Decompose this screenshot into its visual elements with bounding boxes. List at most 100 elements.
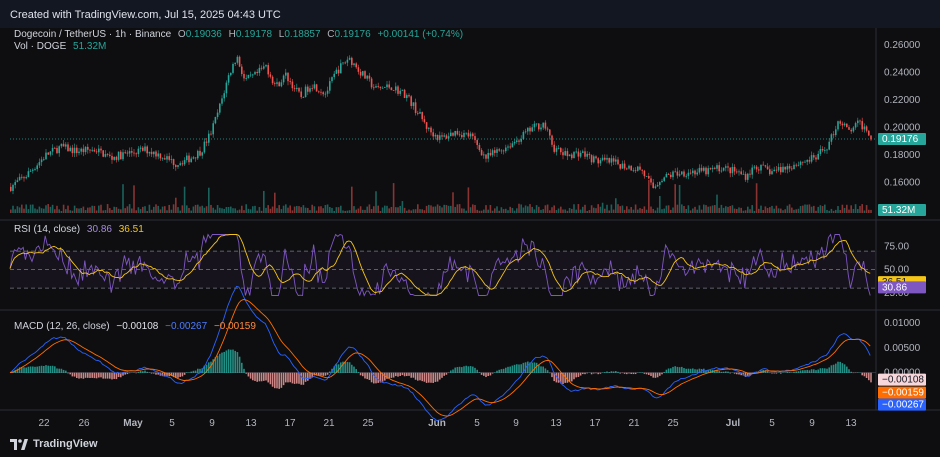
volume-bar xyxy=(843,207,846,213)
volume-bar xyxy=(241,205,243,213)
candle-body xyxy=(641,169,643,171)
macd-hist-bar xyxy=(802,370,804,373)
macd-signal-tag: −0.00159 xyxy=(882,388,924,399)
volume-bar xyxy=(181,205,184,213)
macd-hist-bar xyxy=(667,368,670,373)
time-tick-label: 22 xyxy=(38,418,50,429)
candle-body xyxy=(584,151,586,157)
candle-body xyxy=(485,154,487,159)
volume-bar xyxy=(45,205,47,213)
volume-bar xyxy=(34,208,36,213)
candle-body xyxy=(538,123,540,130)
candle-body xyxy=(51,147,54,152)
volume-bar xyxy=(837,206,839,213)
candle-body xyxy=(443,135,445,137)
volume-bar xyxy=(813,205,815,213)
candle-body xyxy=(175,165,177,167)
time-tick-label: 5 xyxy=(474,418,480,429)
candle-body xyxy=(106,154,109,155)
volume-bar xyxy=(485,205,487,213)
volume-bar xyxy=(672,207,674,213)
macd-hist-bar xyxy=(181,372,184,377)
macd-hist-bar xyxy=(557,372,560,383)
volume-bar xyxy=(639,208,641,213)
symbol-label[interactable]: Dogecoin / TetherUS · 1h · Binance xyxy=(14,29,172,40)
volume-legend[interactable]: Vol · DOGE 51.32M xyxy=(14,41,110,52)
volume-bar xyxy=(802,205,804,213)
macd-legend[interactable]: MACD (12, 26, close) −0.00108 −0.00267 −… xyxy=(14,321,260,332)
rsi-legend[interactable]: RSI (14, close) 30.86 36.51 xyxy=(14,224,148,235)
volume-bar xyxy=(791,207,793,213)
volume-bar xyxy=(56,205,58,213)
candle-body xyxy=(373,87,375,89)
candle-body xyxy=(555,148,558,152)
main-legend[interactable]: Dogecoin / TetherUS · 1h · Binance O0.19… xyxy=(14,29,467,40)
macd-hist-bar xyxy=(461,367,463,373)
volume-bar xyxy=(245,204,247,213)
volume-bar xyxy=(102,210,104,213)
volume-bar xyxy=(819,205,822,213)
volume-bar xyxy=(359,206,362,213)
candle-body xyxy=(733,166,736,172)
candle-body xyxy=(815,157,817,160)
macd-hist-bar xyxy=(203,365,206,373)
macd-hist-bar xyxy=(183,372,186,375)
macd-hist-bar xyxy=(421,372,423,382)
low-key: L xyxy=(278,29,285,40)
macd-hist-bar xyxy=(795,371,797,373)
macd-hist-bar xyxy=(412,372,415,378)
candle-body xyxy=(839,121,841,124)
candle-body xyxy=(795,164,797,166)
volume-bar xyxy=(562,209,564,213)
volume-bar xyxy=(753,210,756,213)
macd-hist-bar xyxy=(236,352,239,373)
volume-bar xyxy=(817,206,819,213)
candle-body xyxy=(753,166,756,168)
macd-hist-bar xyxy=(381,372,384,382)
macd-line-tag-bg xyxy=(878,398,926,411)
price-tick-label: 0.24000 xyxy=(884,68,921,79)
volume-bar xyxy=(667,205,670,213)
volume-bar xyxy=(192,206,195,213)
time-tick-label: 13 xyxy=(845,418,857,429)
candle-body xyxy=(318,91,320,93)
volume-bar xyxy=(124,208,126,213)
candle-body xyxy=(102,150,104,157)
macd-hist-bar xyxy=(342,361,344,373)
candle-body xyxy=(828,141,830,150)
volume-bar xyxy=(707,206,709,213)
macd-hist-bar xyxy=(617,371,619,373)
volume-bar xyxy=(78,208,80,213)
candle-body xyxy=(500,150,503,152)
volume-bar xyxy=(135,210,137,213)
macd-hist-bar xyxy=(386,372,388,379)
volume-bar xyxy=(758,208,760,213)
volume-bar xyxy=(692,208,694,213)
brand-footer[interactable]: TradingView xyxy=(10,438,98,450)
macd-hist-bar xyxy=(837,361,839,373)
candle-body xyxy=(817,153,819,160)
macd-hist-bar xyxy=(111,372,113,380)
volume-bar xyxy=(186,205,188,213)
candle-body xyxy=(95,151,98,153)
volume-bar xyxy=(722,207,725,213)
candle-body xyxy=(846,123,848,128)
volume-bar xyxy=(467,187,470,213)
macd-hist-bar xyxy=(601,372,604,373)
candle-body xyxy=(593,156,595,163)
volume-bar xyxy=(850,205,852,213)
low-value: 0.18857 xyxy=(284,29,321,40)
macd-hist-bar xyxy=(322,372,324,376)
macd-hist-bar xyxy=(269,372,272,385)
volume-bar xyxy=(12,205,14,213)
volume-bar xyxy=(491,210,494,213)
volume-bar xyxy=(43,208,45,213)
macd-hist-bar xyxy=(384,372,386,381)
volume-bar xyxy=(14,209,16,213)
macd-hist-bar xyxy=(716,369,718,373)
volume-bar xyxy=(821,206,824,213)
candle-body xyxy=(49,151,52,155)
time-axis[interactable]: 22 26 May 5 9 13 17 21 25 Jun 5 9 13 17 21 25 Jul 5 9 13 xyxy=(38,418,857,429)
